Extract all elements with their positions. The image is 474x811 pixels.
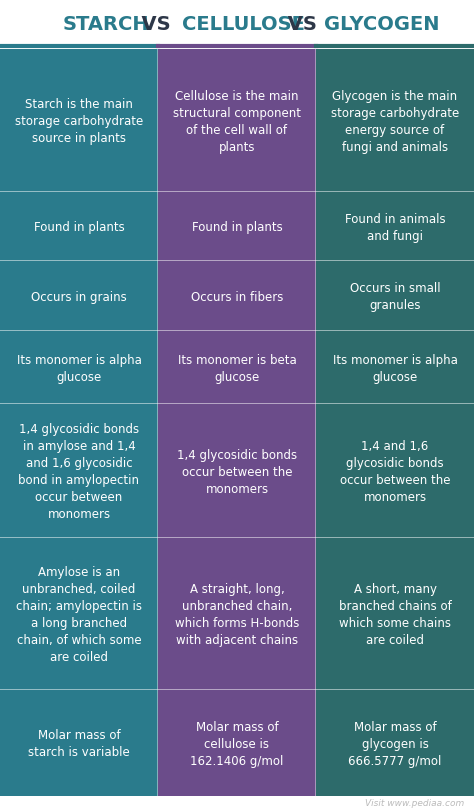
Text: CELLULOSE: CELLULOSE	[182, 15, 305, 34]
Text: Cellulose is the main
structural component
of the cell wall of
plants: Cellulose is the main structural compone…	[173, 90, 301, 153]
Text: Glycogen is the main
storage carbohydrate
energy source of
fungi and animals: Glycogen is the main storage carbohydrat…	[331, 90, 459, 153]
Text: A short, many
branched chains of
which some chains
are coiled: A short, many branched chains of which s…	[338, 582, 451, 646]
Text: STARCH: STARCH	[63, 15, 149, 34]
Text: Its monomer is alpha
glucose: Its monomer is alpha glucose	[17, 353, 141, 383]
Text: Its monomer is beta
glucose: Its monomer is beta glucose	[178, 353, 296, 383]
Text: Found in animals
and fungi: Found in animals and fungi	[345, 212, 445, 242]
Text: A straight, long,
unbranched chain,
which forms H-bonds
with adjacent chains: A straight, long, unbranched chain, whic…	[175, 582, 299, 646]
Text: VS: VS	[128, 15, 177, 34]
Text: Molar mass of
cellulose is
162.1406 g/mol: Molar mass of cellulose is 162.1406 g/mo…	[191, 720, 283, 767]
Text: Found in plants: Found in plants	[34, 221, 124, 234]
Text: Visit www.pediaa.com: Visit www.pediaa.com	[365, 798, 465, 807]
Text: GLYCOGEN: GLYCOGEN	[324, 15, 440, 34]
Text: 1,4 glycosidic bonds
in amylose and 1,4
and 1,6 glycosidic
bond in amylopectin
o: 1,4 glycosidic bonds in amylose and 1,4 …	[18, 423, 139, 521]
Text: Molar mass of
glycogen is
666.5777 g/mol: Molar mass of glycogen is 666.5777 g/mol	[348, 720, 442, 767]
Text: Occurs in small
granules: Occurs in small granules	[350, 281, 440, 311]
Text: 1,4 glycosidic bonds
occur between the
monomers: 1,4 glycosidic bonds occur between the m…	[177, 448, 297, 496]
Text: Starch is the main
storage carbohydrate
source in plants: Starch is the main storage carbohydrate …	[15, 98, 143, 145]
Text: Amylose is an
unbranched, coiled
chain; amylopectin is
a long branched
chain, of: Amylose is an unbranched, coiled chain; …	[16, 565, 142, 663]
Text: Molar mass of
starch is variable: Molar mass of starch is variable	[28, 728, 130, 758]
Text: VS: VS	[281, 15, 323, 34]
Text: 1,4 and 1,6
glycosidic bonds
occur between the
monomers: 1,4 and 1,6 glycosidic bonds occur betwe…	[340, 440, 450, 504]
Text: Its monomer is alpha
glucose: Its monomer is alpha glucose	[333, 353, 457, 383]
Text: Occurs in fibers: Occurs in fibers	[191, 290, 283, 303]
Text: Occurs in grains: Occurs in grains	[31, 290, 127, 303]
Text: Found in plants: Found in plants	[191, 221, 283, 234]
